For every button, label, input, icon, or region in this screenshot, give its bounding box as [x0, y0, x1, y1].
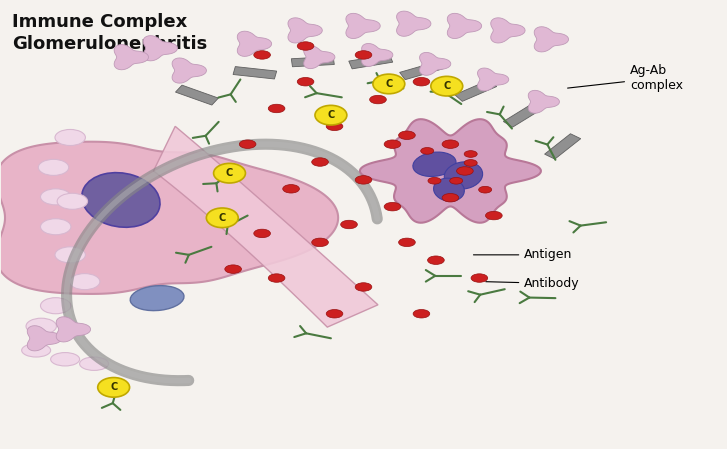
Polygon shape — [346, 13, 380, 39]
Ellipse shape — [254, 51, 270, 59]
Ellipse shape — [283, 185, 300, 193]
Polygon shape — [288, 18, 322, 43]
Ellipse shape — [130, 286, 184, 311]
Circle shape — [97, 378, 129, 397]
Ellipse shape — [356, 283, 371, 291]
Circle shape — [206, 208, 238, 228]
Ellipse shape — [442, 194, 459, 202]
Polygon shape — [114, 44, 148, 70]
Ellipse shape — [41, 189, 71, 205]
Ellipse shape — [326, 122, 343, 131]
Ellipse shape — [413, 309, 430, 318]
Polygon shape — [478, 68, 509, 91]
Polygon shape — [56, 317, 91, 342]
Ellipse shape — [356, 176, 371, 184]
Polygon shape — [27, 326, 62, 351]
Text: Antibody: Antibody — [486, 277, 580, 290]
Polygon shape — [491, 18, 525, 43]
Polygon shape — [292, 57, 334, 67]
Ellipse shape — [81, 173, 160, 227]
Ellipse shape — [297, 42, 314, 50]
Ellipse shape — [413, 78, 430, 86]
Polygon shape — [0, 142, 338, 294]
Ellipse shape — [384, 202, 401, 211]
Ellipse shape — [464, 159, 477, 166]
Ellipse shape — [421, 148, 434, 154]
Polygon shape — [304, 46, 335, 69]
Ellipse shape — [254, 229, 270, 238]
Ellipse shape — [428, 177, 441, 184]
Polygon shape — [529, 90, 560, 113]
Ellipse shape — [26, 318, 57, 334]
Ellipse shape — [312, 238, 329, 247]
Polygon shape — [534, 26, 569, 52]
Ellipse shape — [341, 220, 358, 229]
Ellipse shape — [55, 129, 85, 145]
Polygon shape — [143, 35, 177, 61]
Ellipse shape — [268, 104, 285, 113]
Polygon shape — [349, 54, 393, 69]
Ellipse shape — [457, 167, 473, 175]
Circle shape — [431, 76, 462, 96]
Text: Ag-Ab
complex: Ag-Ab complex — [568, 64, 683, 92]
Ellipse shape — [450, 177, 462, 184]
Text: Antigen: Antigen — [473, 248, 573, 261]
Text: C: C — [226, 168, 233, 178]
Polygon shape — [175, 85, 218, 105]
Ellipse shape — [398, 238, 415, 247]
Ellipse shape — [444, 162, 483, 189]
Polygon shape — [455, 80, 497, 101]
Ellipse shape — [471, 274, 488, 282]
Ellipse shape — [70, 273, 100, 290]
Polygon shape — [419, 53, 451, 75]
Ellipse shape — [41, 298, 71, 314]
Ellipse shape — [326, 309, 343, 318]
Ellipse shape — [384, 140, 401, 149]
Ellipse shape — [464, 151, 477, 157]
Ellipse shape — [478, 186, 491, 193]
Ellipse shape — [39, 159, 69, 176]
Ellipse shape — [210, 211, 227, 220]
Text: C: C — [385, 79, 393, 89]
Text: C: C — [443, 81, 451, 91]
Ellipse shape — [356, 51, 371, 59]
Text: C: C — [327, 110, 334, 120]
Text: Immune Complex
Glomerulonephritis: Immune Complex Glomerulonephritis — [12, 13, 207, 53]
Text: C: C — [219, 213, 226, 223]
Ellipse shape — [239, 140, 256, 149]
Ellipse shape — [79, 357, 108, 370]
Ellipse shape — [413, 152, 456, 176]
Polygon shape — [397, 11, 431, 36]
Ellipse shape — [369, 95, 386, 104]
Circle shape — [373, 74, 405, 94]
Ellipse shape — [41, 219, 71, 235]
Text: C: C — [110, 383, 117, 392]
Ellipse shape — [427, 256, 444, 264]
Polygon shape — [447, 13, 482, 39]
Polygon shape — [237, 31, 272, 57]
Polygon shape — [503, 103, 542, 127]
Ellipse shape — [225, 265, 241, 273]
Polygon shape — [400, 62, 443, 79]
Ellipse shape — [486, 211, 502, 220]
Ellipse shape — [55, 247, 85, 263]
Polygon shape — [361, 44, 393, 66]
Ellipse shape — [442, 140, 459, 149]
Polygon shape — [153, 126, 378, 327]
Circle shape — [315, 106, 347, 125]
Polygon shape — [545, 134, 581, 159]
Circle shape — [214, 163, 246, 183]
Ellipse shape — [433, 178, 465, 201]
Ellipse shape — [51, 352, 79, 366]
Ellipse shape — [398, 131, 415, 140]
Ellipse shape — [297, 78, 314, 86]
Ellipse shape — [57, 193, 87, 209]
Ellipse shape — [312, 158, 329, 166]
Ellipse shape — [268, 274, 285, 282]
Ellipse shape — [22, 343, 51, 357]
Polygon shape — [233, 66, 277, 79]
Polygon shape — [360, 119, 541, 223]
Polygon shape — [172, 58, 206, 83]
